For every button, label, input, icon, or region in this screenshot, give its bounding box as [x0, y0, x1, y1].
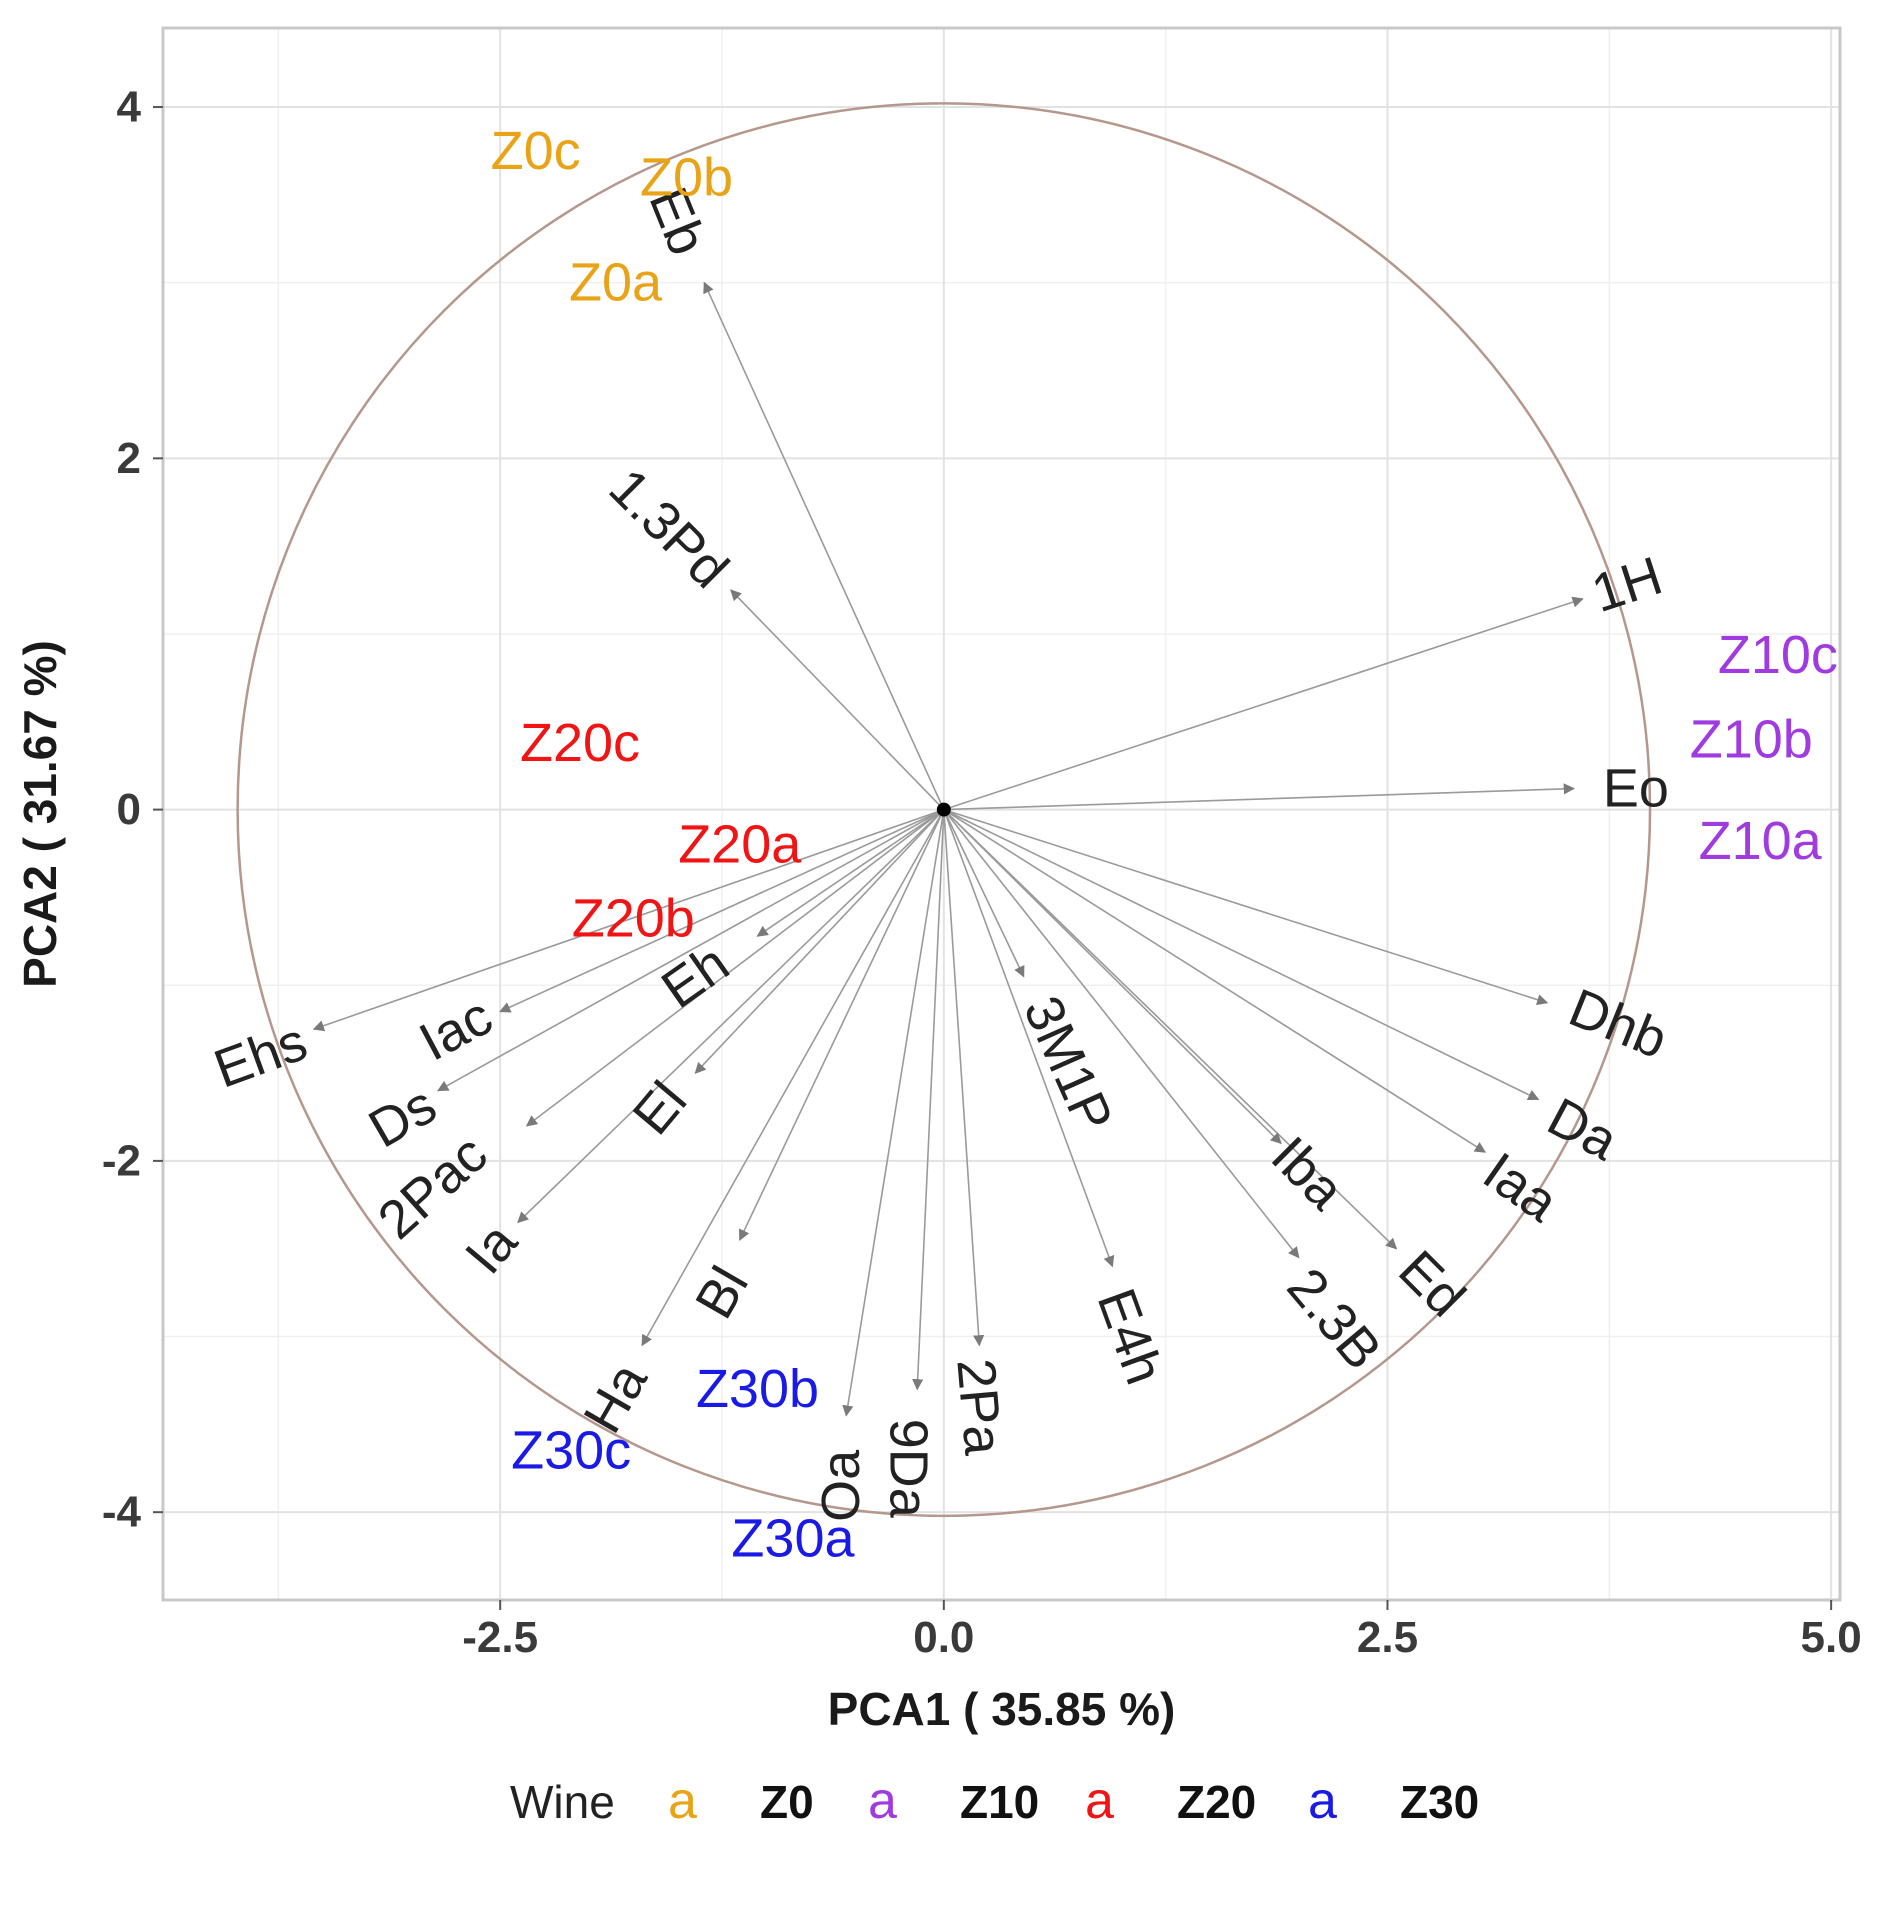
x-axis-title: PCA1 ( 35.85 %): [828, 1683, 1176, 1735]
variable-label-el: El: [621, 1071, 698, 1146]
legend: Wine a Z0 a Z10 a Z20 a Z30: [510, 1772, 1479, 1830]
y-tick-label: 4: [117, 83, 142, 132]
variable-label-ehs: Ehs: [207, 1011, 315, 1099]
sample-label-z30c: Z30c: [511, 1421, 631, 1481]
sample-label-z30a: Z30a: [731, 1509, 855, 1569]
legend-label-z10: Z10: [960, 1776, 1039, 1828]
variable-label-1-3pd: 1.3Pd: [598, 457, 740, 599]
loading-arrow-iba: [943, 809, 1282, 1145]
x-tick-label: 2.5: [1357, 1613, 1418, 1662]
x-tick-label: 5.0: [1801, 1613, 1862, 1662]
sample-label-z10a: Z10a: [1699, 811, 1823, 871]
variable-labels: Eb1.3Pd 1HEoDhbDaIaaEdIba2.3B3M1PE4h2Pa9D…: [207, 179, 1676, 1522]
sample-label-z20b: Z20b: [572, 889, 695, 949]
legend-title: Wine: [510, 1776, 615, 1828]
y-tick-label: 2: [117, 434, 141, 483]
legend-label-z30: Z30: [1400, 1776, 1479, 1828]
loading-arrow-ia: [517, 809, 945, 1224]
sample-label-z0c: Z0c: [491, 121, 581, 181]
x-tick-label: 0.0: [913, 1613, 974, 1662]
variable-label-2-3b: 2.3B: [1276, 1257, 1393, 1381]
loading-arrow-2pac: [525, 808, 945, 1127]
variable-label-3m1p: 3M1P: [1012, 988, 1124, 1141]
variable-label-2pa: 2Pa: [945, 1356, 1013, 1458]
sample-label-z30b: Z30b: [696, 1359, 819, 1419]
legend-key-z0: a: [668, 1772, 697, 1830]
loading-arrow-iaa: [943, 808, 1487, 1153]
y-tick-label: -4: [102, 1488, 142, 1537]
legend-key-z30: a: [1308, 1772, 1337, 1830]
variable-label-iba: Iba: [1260, 1125, 1356, 1221]
variable-label-bl: Bl: [684, 1257, 760, 1329]
sample-label-z10c: Z10c: [1718, 625, 1838, 685]
variable-label-dhb: Dhb: [1561, 978, 1675, 1071]
y-tick-label: 0: [117, 785, 141, 834]
sample-label-z0b: Z0b: [640, 147, 733, 207]
legend-label-z0: Z0: [760, 1776, 814, 1828]
variable-label-ia: Ia: [454, 1211, 530, 1285]
loading-arrow-2-3b: [943, 809, 1300, 1259]
loading-arrow-ds: [437, 808, 945, 1092]
sample-label-z20c: Z20c: [520, 713, 640, 773]
loading-arrow-9da: [912, 809, 945, 1391]
variable-label-e4h: E4h: [1086, 1281, 1175, 1392]
correlation-circle: [236, 102, 1652, 1518]
loading-arrow-2pa: [943, 809, 985, 1347]
loading-arrow-oa: [842, 809, 945, 1417]
loading-arrow-ehs: [312, 808, 945, 1032]
legend-key-z10: a: [868, 1772, 897, 1830]
loading-arrow-3m1p: [943, 809, 1025, 978]
loading-arrow-el: [694, 809, 945, 1074]
sample-label-z10b: Z10b: [1690, 709, 1813, 769]
variable-label-eo: Eo: [1603, 759, 1669, 819]
loading-arrow-eh: [756, 808, 945, 937]
x-axis-ticks: -2.5 0.0 2.5 5.0: [462, 1600, 1862, 1662]
grid: [163, 28, 1840, 1600]
loading-arrows: [312, 281, 1584, 1417]
loading-arrow-e4h: [943, 809, 1115, 1268]
plot-panel-border: [161, 26, 1842, 1602]
loading-arrow-da: [943, 808, 1540, 1101]
loading-arrow-ed: [943, 809, 1398, 1250]
loading-arrow-iac: [499, 808, 945, 1013]
sample-label-z0a: Z0a: [569, 253, 663, 313]
variable-label-iac: Iac: [410, 986, 502, 1073]
sample-labels: Z0c Z0b Z0a Z10c Z10b Z10a Z20c Z20a Z20b Z30b Z30…: [491, 121, 1838, 1569]
variable-label-9da: 9Da: [878, 1419, 938, 1519]
x-tick-label: -2.5: [462, 1613, 538, 1662]
variable-label-da: Da: [1538, 1087, 1628, 1173]
y-axis-ticks: -4 -2 0 2 4: [102, 83, 163, 1537]
legend-key-z20: a: [1085, 1772, 1114, 1830]
loading-arrow-dhb: [943, 808, 1549, 1006]
loading-arrow-1h: [943, 596, 1584, 811]
loading-arrow-1-3pd: [730, 589, 945, 811]
variable-label-1h: 1H: [1585, 546, 1669, 624]
variable-label-iaa: Iaa: [1473, 1141, 1570, 1234]
legend-label-z20: Z20: [1177, 1776, 1256, 1828]
loading-arrow-bl: [739, 809, 945, 1241]
loading-arrow-eb: [703, 281, 945, 810]
loading-arrow-ha: [641, 809, 945, 1347]
y-tick-label: -2: [102, 1136, 141, 1185]
sample-label-z20a: Z20a: [678, 815, 802, 875]
y-axis-title: PCA2 ( 31.67 %): [14, 640, 66, 988]
origin-point: [936, 802, 951, 817]
variable-label-ed: Ed: [1387, 1239, 1476, 1328]
variable-label-oa: Oa: [811, 1449, 871, 1522]
loading-arrow-eo: [943, 783, 1575, 811]
